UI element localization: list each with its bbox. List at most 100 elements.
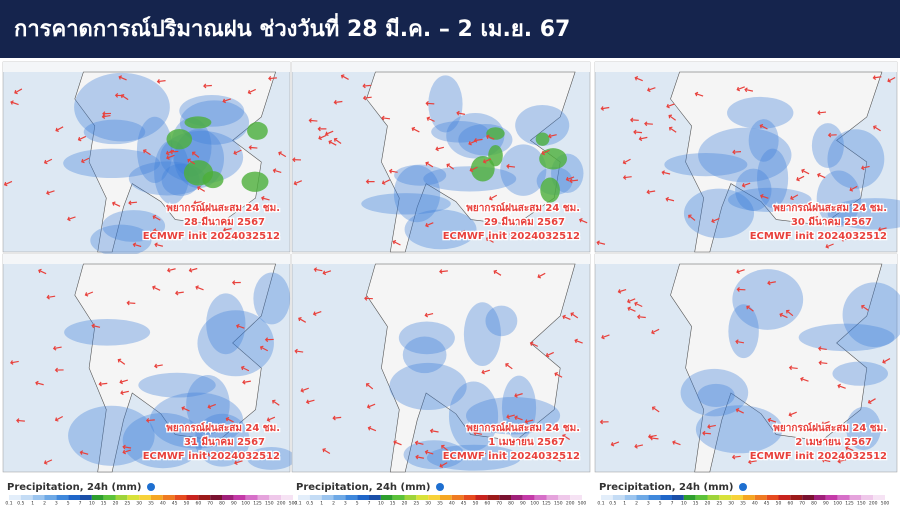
precip-legend: Precipitation, 24h (mm)0.1 0.5 1 2 3 5 7 10 15 20… bbox=[5, 482, 297, 506]
wind-arrow bbox=[633, 129, 643, 135]
legend-scale-label: 20 bbox=[705, 501, 711, 506]
legend-swatch bbox=[32, 495, 45, 500]
rain-area bbox=[186, 374, 230, 435]
rain-area bbox=[485, 305, 518, 337]
legend-swatch bbox=[115, 495, 128, 500]
wind-arrow bbox=[818, 360, 828, 366]
legend-swatch bbox=[20, 495, 33, 500]
wind-arrow bbox=[242, 379, 251, 385]
legend-scale-label: 10 bbox=[89, 501, 95, 506]
legend-title: Precipitation, 24h (mm) bbox=[296, 482, 431, 493]
header-title: การคาดการณ์ปริมาณฝน ช่วงวันที่ 28 มี.ค. … bbox=[14, 12, 570, 42]
wind-arrow bbox=[424, 449, 434, 455]
wind-arrow bbox=[79, 450, 89, 455]
heavy-rain bbox=[470, 156, 495, 182]
wind-arrow bbox=[439, 462, 448, 468]
wind-arrow bbox=[694, 91, 704, 97]
rain-area bbox=[463, 302, 501, 366]
wind-arrow bbox=[736, 86, 745, 92]
legend-scale-label: 3 bbox=[344, 501, 347, 506]
legend-swatch bbox=[624, 495, 637, 500]
wind-arrow bbox=[188, 267, 198, 273]
legend-scale-label: 10 bbox=[378, 501, 384, 506]
forecast-label: พยากรณ์ฝนสะสม 24 ชม. bbox=[466, 422, 580, 434]
wind-arrow bbox=[55, 126, 64, 132]
forecast-date: 29 มีนาคม 2567 bbox=[484, 216, 565, 228]
wind-arrow bbox=[524, 419, 534, 424]
map-panel: พยากรณ์ฝนสะสม 24 ชม. 1 เมษายน 2567 ECMWF i… bbox=[291, 253, 591, 473]
rain-area bbox=[727, 96, 794, 129]
wind-arrow bbox=[599, 419, 609, 425]
legend-scale-label: 3 bbox=[647, 501, 650, 506]
rain-area bbox=[695, 405, 783, 454]
wind-arrow bbox=[439, 269, 448, 274]
wind-arrow bbox=[647, 87, 656, 93]
wind-arrow bbox=[187, 158, 196, 165]
rain-area bbox=[842, 282, 900, 348]
legend-swatch bbox=[127, 495, 140, 500]
rain-area bbox=[683, 188, 755, 239]
rain-area bbox=[458, 123, 513, 156]
legend-swatch bbox=[546, 495, 559, 500]
legend-swatch bbox=[103, 495, 116, 500]
wind-arrow bbox=[786, 309, 794, 317]
legend-scale-label: 200 bbox=[277, 501, 286, 506]
rain-area bbox=[732, 269, 804, 330]
wind-arrow bbox=[529, 341, 539, 347]
legend-scale-label: 10 bbox=[681, 501, 687, 506]
wind-arrow bbox=[120, 390, 129, 396]
legend-scale-label: 80 bbox=[508, 501, 514, 506]
wind-arrow bbox=[477, 452, 487, 459]
legend-scale-label: 100 bbox=[833, 501, 842, 506]
legend-scale-label: 45 bbox=[764, 501, 770, 506]
legend-scale-label: 2 bbox=[635, 501, 638, 506]
wind-arrow bbox=[132, 242, 142, 248]
wind-arrow bbox=[506, 163, 516, 169]
wind-arrow bbox=[651, 406, 660, 413]
wind-arrow bbox=[821, 457, 831, 463]
legend-scale-label: 90 bbox=[823, 501, 829, 506]
wind-arrow bbox=[489, 194, 498, 201]
wind-arrow bbox=[152, 214, 161, 221]
legend-swatch bbox=[612, 495, 625, 500]
heavy-rain bbox=[184, 116, 212, 129]
legend-swatch bbox=[778, 495, 791, 500]
heavy-rain bbox=[166, 128, 193, 150]
wind-arrow bbox=[117, 358, 126, 365]
legend-scale-label: 60 bbox=[787, 501, 793, 506]
land bbox=[74, 71, 277, 253]
legend-swatch bbox=[222, 495, 234, 500]
wind-arrow bbox=[817, 346, 827, 351]
rain-area bbox=[403, 440, 465, 470]
legend-swatch bbox=[198, 495, 211, 500]
legend-scale-label: 80 bbox=[811, 501, 817, 506]
wind-arrow bbox=[191, 151, 200, 158]
legend-scale-label: 40 bbox=[752, 501, 758, 506]
wind-arrow bbox=[744, 87, 754, 93]
legend-swatch bbox=[186, 495, 199, 500]
legend-swatch bbox=[849, 495, 862, 500]
wind-arrow bbox=[814, 215, 824, 222]
legend-scale-label: 30 bbox=[136, 501, 142, 506]
map-toolbar bbox=[292, 62, 590, 72]
legend-swatch bbox=[695, 495, 708, 500]
wind-arrow bbox=[711, 217, 720, 224]
legend-swatch bbox=[139, 495, 151, 500]
wind-arrow bbox=[415, 454, 425, 460]
map-toolbar bbox=[292, 254, 590, 264]
wind-arrow bbox=[325, 130, 334, 136]
rain-area bbox=[64, 318, 151, 346]
legend-swatch bbox=[210, 495, 222, 500]
legend-scale-label: 0.1 bbox=[294, 501, 301, 506]
legend-swatch bbox=[404, 495, 417, 500]
legend-swatch bbox=[873, 495, 885, 500]
wind-arrow bbox=[425, 222, 434, 228]
heavy-rain bbox=[535, 132, 550, 146]
wind-arrow bbox=[668, 114, 676, 121]
wind-arrow bbox=[207, 403, 216, 410]
legend-swatch bbox=[558, 495, 571, 500]
wind-arrow bbox=[298, 316, 307, 323]
wind-arrow bbox=[222, 227, 232, 233]
rain-area bbox=[404, 209, 477, 250]
